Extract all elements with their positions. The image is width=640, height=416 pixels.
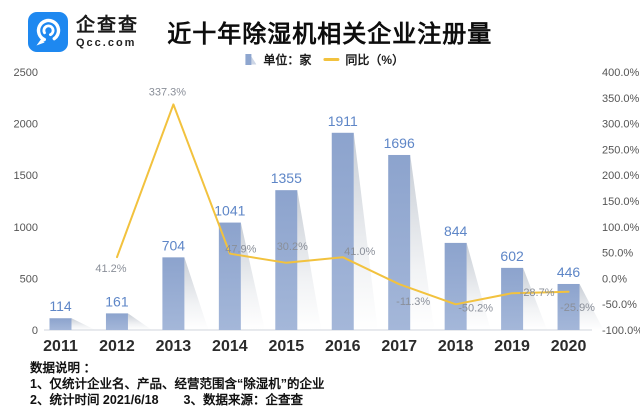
bar-2016 bbox=[331, 132, 354, 330]
yoy-label: 30.2% bbox=[277, 241, 308, 253]
yoy-label: -50.2% bbox=[458, 302, 493, 314]
bar-shadow bbox=[353, 132, 378, 330]
yoy-label: 47.9% bbox=[225, 244, 256, 256]
x-axis-label: 2011 bbox=[43, 338, 78, 355]
right-axis-tick: 350.0% bbox=[602, 93, 640, 105]
yoy-line bbox=[116, 103, 570, 306]
left-axis-tick: 2500 bbox=[14, 67, 38, 79]
qcc-logo-icon bbox=[28, 12, 68, 52]
x-axis-label: 2013 bbox=[156, 338, 192, 355]
yoy-label: 337.3% bbox=[149, 86, 187, 98]
notes-line-1: 1、仅统计企业名、产品、经营范围含“除湿机”的企业 bbox=[30, 377, 325, 391]
yoy-label: -28.7% bbox=[520, 287, 555, 299]
yoy-label: -25.9% bbox=[560, 302, 595, 314]
bar-value-label: 1696 bbox=[384, 135, 415, 151]
left-axis-tick: 0 bbox=[32, 325, 38, 337]
bar-value-label: 161 bbox=[105, 293, 129, 309]
data-notes: 数据说明 ： 1、仅统计企业名、产品、经营范围含“除湿机”的企业 2、统计时间 … bbox=[30, 360, 324, 408]
bar-2014 bbox=[218, 222, 241, 330]
bar-value-label: 446 bbox=[557, 264, 581, 280]
bar-shadow bbox=[523, 267, 548, 330]
yoy-label: -11.3% bbox=[396, 296, 430, 308]
bar-shadow bbox=[466, 242, 491, 330]
x-axis-label: 2018 bbox=[438, 338, 474, 355]
right-axis-tick: 100.0% bbox=[602, 222, 640, 234]
bar-shadow bbox=[184, 257, 209, 330]
bar-2013 bbox=[162, 257, 185, 330]
page-title: 近十年除湿机相关企业注册量 bbox=[167, 21, 493, 48]
line-series-icon bbox=[323, 58, 340, 61]
x-axis-label: 2020 bbox=[551, 338, 587, 355]
bar-series-label: 单位：家 bbox=[263, 53, 312, 67]
right-axis-tick: 50.0% bbox=[602, 248, 633, 260]
right-axis-tick: -50.0% bbox=[602, 299, 637, 311]
right-axis-tick: 300.0% bbox=[602, 119, 640, 131]
bar-value-label: 844 bbox=[444, 223, 468, 239]
notes-heading: 数据说明 ： bbox=[30, 361, 96, 375]
right-axis-tick: 250.0% bbox=[602, 144, 640, 156]
right-axis-tick: -100.0% bbox=[602, 325, 640, 337]
right-axis-tick: 200.0% bbox=[602, 170, 640, 182]
right-axis-tick: 150.0% bbox=[602, 196, 640, 208]
x-axis-label: 2014 bbox=[212, 338, 248, 355]
bar-value-label: 1355 bbox=[271, 170, 302, 186]
x-axis-label: 2016 bbox=[325, 338, 361, 355]
chart-legend: 单位：家 同比（%） bbox=[245, 51, 404, 68]
bar-2015 bbox=[275, 190, 298, 330]
bar-value-label: 1041 bbox=[214, 203, 245, 219]
bar-shadow bbox=[410, 154, 435, 330]
bar-shadow bbox=[579, 283, 604, 330]
x-axis-label: 2015 bbox=[269, 338, 305, 355]
brand-name: 企查查 bbox=[76, 14, 140, 36]
bar-value-label: 602 bbox=[500, 248, 524, 264]
x-axis-label: 2017 bbox=[381, 338, 417, 355]
yoy-label: 41.0% bbox=[344, 246, 375, 258]
qcc-logo-text: 企查查 Qcc.com bbox=[76, 15, 139, 50]
bar-value-label: 704 bbox=[162, 237, 186, 253]
bar-2018 bbox=[444, 242, 467, 330]
left-axis-tick: 2000 bbox=[14, 119, 38, 131]
bar-value-label: 114 bbox=[49, 298, 72, 314]
yoy-label: 41.2% bbox=[95, 263, 126, 275]
x-axis-label: 2019 bbox=[494, 338, 530, 355]
bar-shadow bbox=[127, 313, 152, 330]
bar-value-label: 1911 bbox=[328, 113, 358, 129]
brand-domain: Qcc.com bbox=[76, 36, 137, 49]
bar-2012 bbox=[105, 313, 128, 330]
bar-2020 bbox=[557, 283, 580, 330]
bar-shadow bbox=[240, 222, 265, 330]
line-series-label: 同比（%） bbox=[345, 53, 405, 67]
left-axis-tick: 500 bbox=[20, 273, 38, 285]
bar-shadow bbox=[71, 318, 96, 330]
right-axis-tick: 0.0% bbox=[602, 273, 627, 285]
left-axis-tick: 1500 bbox=[14, 170, 38, 182]
bar-series-icon bbox=[245, 53, 257, 66]
bar-2011 bbox=[49, 318, 72, 330]
left-axis-tick: 1000 bbox=[14, 222, 38, 234]
bar-2019 bbox=[501, 267, 524, 330]
qcc-logo: 企查查 Qcc.com bbox=[28, 12, 139, 52]
x-axis-label: 2012 bbox=[99, 338, 135, 355]
right-axis-tick: 400.0% bbox=[602, 67, 640, 79]
notes-line-2: 2、统计时间 2021/6/18 3、数据来源：企查查 bbox=[30, 393, 303, 407]
